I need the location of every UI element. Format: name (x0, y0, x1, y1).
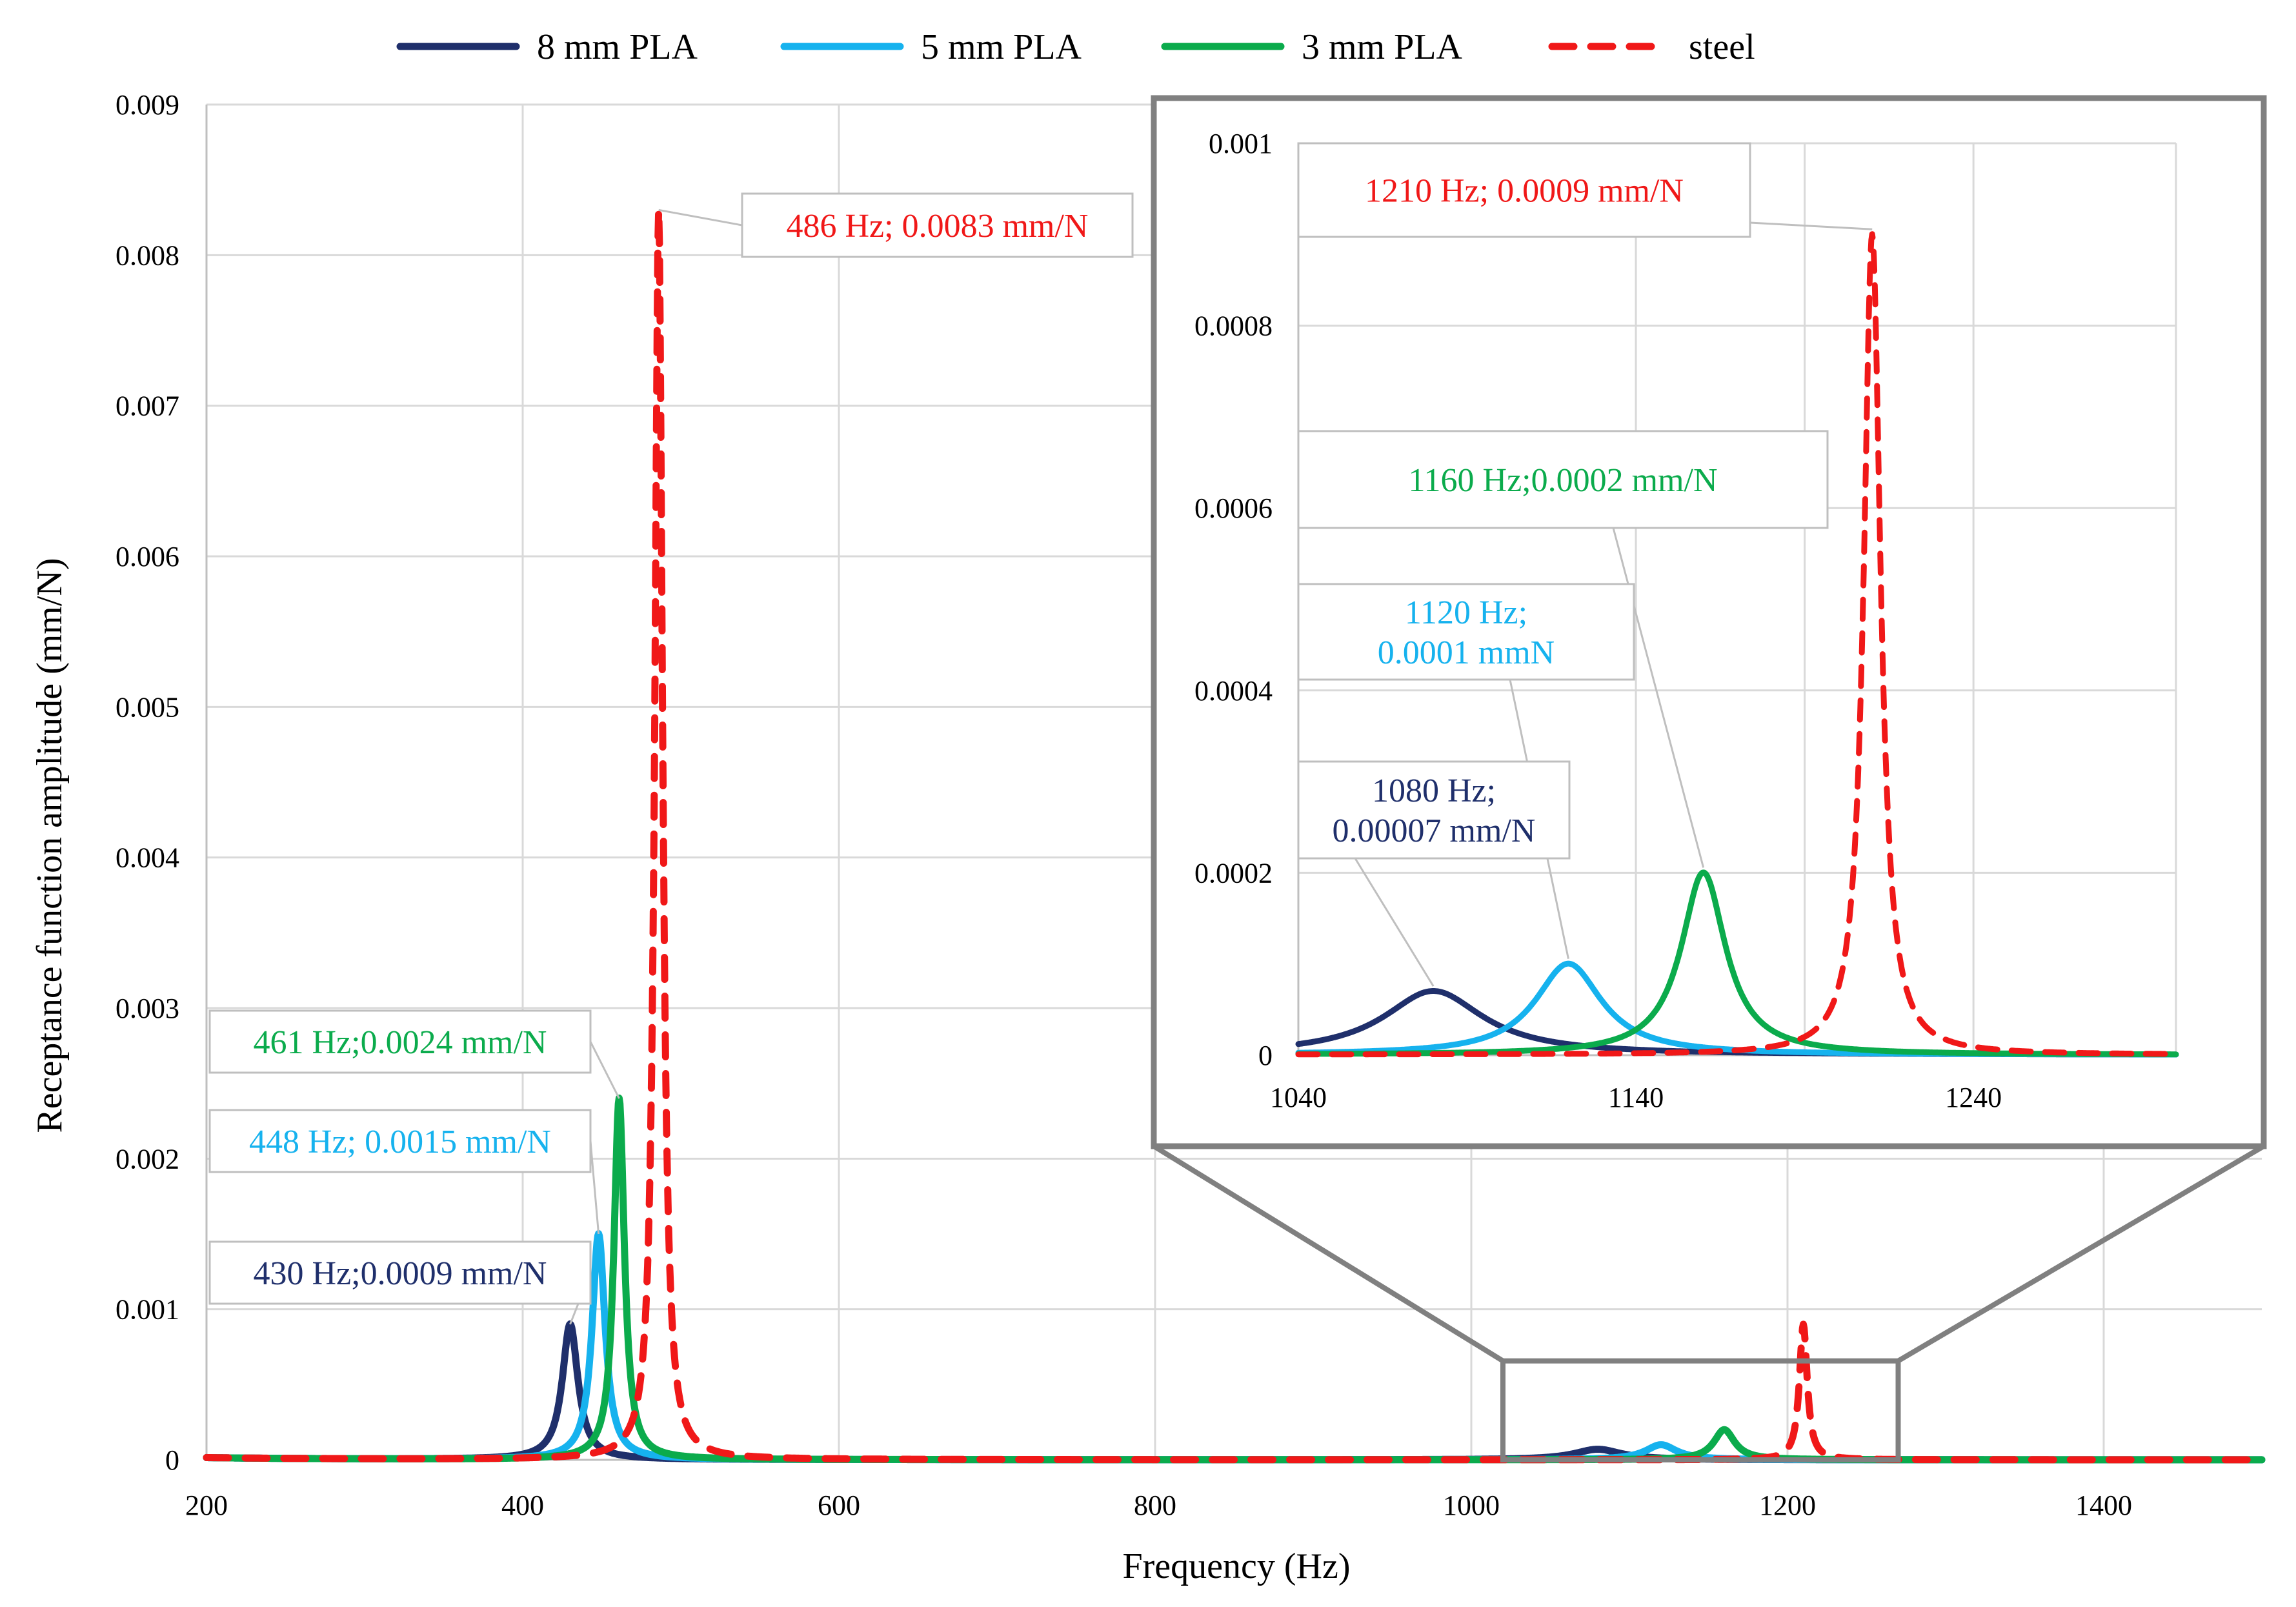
callout-leader (658, 208, 743, 227)
main-y-tick-label: 0.001 (116, 1294, 179, 1326)
callout-leader (589, 1140, 600, 1235)
inset-y-tick-label: 0.001 (1209, 128, 1273, 159)
callout-leader (1749, 221, 1873, 230)
callout-label: 1080 Hz; (1372, 773, 1496, 809)
callout-label: 461 Hz;0.0024 mm/N (254, 1024, 547, 1061)
legend-label: 3 mm PLA (1302, 27, 1462, 67)
main-x-tick-label: 1200 (1759, 1490, 1816, 1521)
main-y-tick-label: 0.003 (116, 993, 179, 1024)
callout-box (741, 192, 1134, 258)
legend-item-3-mm-pla: 3 mm PLA (1161, 27, 1462, 67)
main-y-tick-label: 0.006 (116, 541, 179, 572)
main-y-tick-label: 0.007 (116, 390, 179, 422)
main-callout-steel: 486 Hz; 0.0083 mm/N (658, 192, 1134, 258)
main-x-tick-label: 800 (1134, 1490, 1176, 1521)
main-callout-3-mm-pla: 461 Hz;0.0024 mm/N (208, 1009, 620, 1099)
legend-label: steel (1689, 27, 1755, 67)
callout-label: 0.00007 mm/N (1333, 813, 1536, 849)
callout-label: 448 Hz; 0.0015 mm/N (249, 1124, 551, 1160)
inset-y-tick-label: 0 (1258, 1040, 1273, 1071)
main-x-tick-label: 1000 (1443, 1490, 1500, 1521)
callout-box (1297, 760, 1571, 860)
inset-peak-annotations: 1210 Hz; 0.0009 mm/N 1160 Hz;0.0002 mm/N 1… (1297, 142, 1873, 987)
callout-box (1297, 142, 1751, 238)
main-y-tick-labels: 0 0.001 0.002 0.003 0.004 0.005 0.006 0.007 0.00… (116, 89, 179, 1476)
callout-label: 0.0001 mmN (1378, 634, 1555, 671)
legend-label: 8 mm PLA (537, 27, 698, 67)
main-y-tick-label: 0.002 (116, 1143, 179, 1175)
callout-label: 486 Hz; 0.0083 mm/N (787, 208, 1089, 245)
callout-box (208, 1109, 592, 1173)
zoom-region-box (1500, 1358, 1901, 1463)
inset-callout-3-mm-pla: 1160 Hz;0.0002 mm/N (1297, 430, 1829, 868)
inset-x-tick-label: 1140 (1608, 1082, 1664, 1113)
inset-y-tick-label: 0.0002 (1194, 857, 1273, 889)
callout-leader (589, 1041, 620, 1099)
legend-label: 5 mm PLA (921, 27, 1082, 67)
callout-box (1297, 583, 1635, 681)
callout-label: 1120 Hz; (1405, 594, 1527, 631)
main-peak-annotations: 486 Hz; 0.0083 mm/N 461 Hz;0.0024 mm/N 448… (208, 192, 1134, 1325)
main-callout-8-mm-pla: 430 Hz;0.0009 mm/N (208, 1240, 592, 1325)
inset-y-tick-labels: 0 0.0002 0.0004 0.0006 0.0008 0.001 (1194, 128, 1273, 1071)
main-series-line-steel (203, 206, 2266, 1464)
callout-box (208, 1009, 592, 1074)
callout-box (208, 1240, 592, 1305)
main-y-tick-label: 0.009 (116, 89, 179, 121)
inset-series-lines (1295, 231, 2179, 1058)
main-series-lines (203, 206, 2266, 1464)
main-y-tick-label: 0.004 (116, 842, 179, 874)
inset-x-tick-labels: 1040 1140 1240 (1270, 1082, 2002, 1113)
main-x-tick-label: 200 (185, 1490, 228, 1521)
inset-callout-5-mm-pla: 1120 Hz;0.0001 mmN (1297, 583, 1635, 960)
main-y-tick-label: 0 (165, 1444, 179, 1476)
main-y-tick-label: 0.005 (116, 691, 179, 723)
inset-y-tick-label: 0.0006 (1194, 492, 1273, 524)
zoom-region (1152, 1144, 2266, 1463)
inset-y-tick-label: 0.0004 (1194, 675, 1273, 707)
callout-label: 430 Hz;0.0009 mm/N (254, 1255, 547, 1292)
main-callout-5-mm-pla: 448 Hz; 0.0015 mm/N (208, 1109, 600, 1235)
legend-item-steel: steel (1548, 27, 1755, 67)
inset-callout-steel: 1210 Hz; 0.0009 mm/N (1297, 142, 1873, 238)
main-x-tick-label: 400 (501, 1490, 544, 1521)
legend-item-5-mm-pla: 5 mm PLA (780, 27, 1082, 67)
zoom-connector-left (1152, 1144, 1505, 1364)
callout-label: 1210 Hz; 0.0009 mm/N (1365, 173, 1684, 210)
inset-x-tick-label: 1240 (1945, 1082, 2002, 1113)
main-x-tick-label: 600 (818, 1490, 860, 1521)
x-axis-title: Frequency (Hz) (1123, 1546, 1351, 1586)
main-x-tick-labels: 200 400 600 800 1000 1200 1400 (185, 1490, 2132, 1521)
inset-x-tick-label: 1040 (1270, 1082, 1327, 1113)
y-axis-title: Receptance function amplitude (mm/N) (30, 558, 70, 1133)
zoom-connector-right (1897, 1144, 2266, 1364)
legend-item-8-mm-pla: 8 mm PLA (396, 27, 698, 67)
legend: 8 mm PLA 5 mm PLA 3 mm PLA steel (396, 27, 1755, 67)
main-x-tick-label: 1400 (2075, 1490, 2132, 1521)
inset-callout-8-mm-pla: 1080 Hz; 0.00007 mm/N (1297, 760, 1571, 987)
inset-y-tick-label: 0.0008 (1194, 310, 1273, 342)
callout-box (1297, 430, 1829, 529)
callout-leader (1354, 858, 1435, 987)
main-y-tick-label: 0.008 (116, 239, 179, 271)
callout-label: 1160 Hz;0.0002 mm/N (1408, 462, 1717, 499)
inset-series-line-steel (1295, 231, 2179, 1058)
